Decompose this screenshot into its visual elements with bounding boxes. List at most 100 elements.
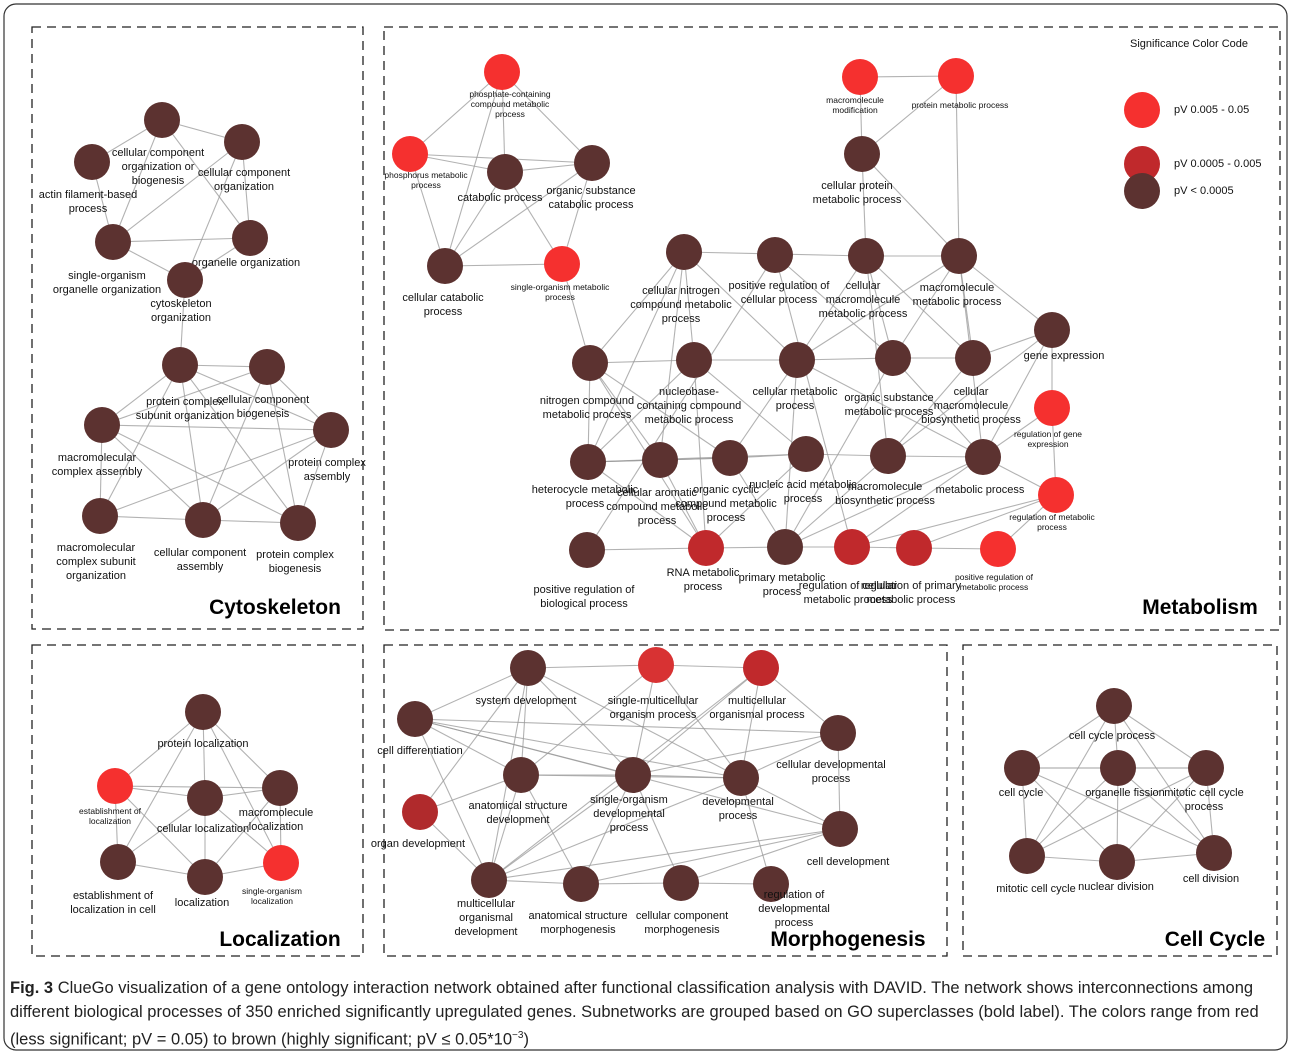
node-label: organic cyclic compound metabolic proces… bbox=[675, 484, 777, 524]
node-label: cellular metabolic process bbox=[752, 386, 838, 412]
edge bbox=[527, 664, 657, 669]
edge bbox=[740, 667, 762, 779]
node-label: regulation of primary metabolic process bbox=[860, 580, 962, 606]
edge bbox=[892, 255, 960, 359]
edge bbox=[101, 366, 268, 426]
node-label: macromolecular complex subunit organizat… bbox=[56, 542, 136, 582]
node bbox=[144, 102, 180, 138]
node bbox=[834, 529, 870, 565]
node bbox=[262, 770, 298, 806]
node-label: organelle organization bbox=[191, 257, 301, 269]
node bbox=[487, 154, 523, 190]
node bbox=[743, 650, 779, 686]
node-label: positive regulation of cellular process bbox=[728, 280, 830, 306]
node bbox=[1196, 835, 1232, 871]
edge bbox=[1026, 705, 1115, 857]
node bbox=[788, 436, 824, 472]
node bbox=[842, 59, 878, 95]
node bbox=[1096, 688, 1132, 724]
edge bbox=[419, 667, 529, 813]
node-label: organelle fission bbox=[1085, 787, 1165, 799]
edge bbox=[887, 357, 974, 457]
node-label: multicellular organismal process bbox=[709, 695, 805, 721]
node bbox=[663, 865, 699, 901]
node-label: cell cycle bbox=[998, 787, 1044, 799]
node bbox=[779, 342, 815, 378]
node-label: cellular nitrogen compound metabolic pro… bbox=[630, 285, 732, 325]
node-label: nucleobase-containing compound metabolic… bbox=[636, 386, 742, 426]
node bbox=[848, 238, 884, 274]
edge bbox=[680, 828, 841, 884]
node-label: cellular component morphogenesis bbox=[635, 910, 729, 936]
caption: Fig. 3 ClueGo visualization of a gene on… bbox=[10, 976, 1280, 1052]
node-label: cell division bbox=[1182, 873, 1240, 885]
node-label: actin filament-based process bbox=[38, 189, 138, 215]
edge bbox=[179, 364, 332, 431]
node-label: mitotic cell cycle bbox=[996, 883, 1076, 895]
node-label: nucleic acid metabolic process bbox=[749, 479, 857, 505]
edge bbox=[112, 141, 243, 243]
edge bbox=[683, 251, 798, 361]
node-label: cellular component organization bbox=[197, 167, 291, 193]
edge bbox=[488, 777, 742, 881]
node bbox=[569, 532, 605, 568]
node-label: nuclear division bbox=[1078, 881, 1154, 893]
edge bbox=[955, 75, 960, 257]
node bbox=[615, 757, 651, 793]
node-label: developmental process bbox=[702, 796, 774, 822]
edge bbox=[784, 357, 894, 548]
edge bbox=[179, 364, 299, 524]
node bbox=[232, 220, 268, 256]
edge bbox=[99, 364, 181, 517]
node-label: primary metabolic process bbox=[738, 572, 826, 598]
node bbox=[185, 694, 221, 730]
node bbox=[224, 124, 260, 160]
node bbox=[74, 144, 110, 180]
node-label: organic substance catabolic process bbox=[546, 185, 636, 211]
node bbox=[563, 866, 599, 902]
edge bbox=[774, 254, 853, 548]
node-label: cellular component organization or bioge… bbox=[111, 147, 205, 187]
node bbox=[941, 238, 977, 274]
caption-superscript: −3 bbox=[512, 1030, 524, 1041]
panel-title: Cytoskeleton bbox=[209, 596, 341, 619]
node bbox=[185, 502, 221, 538]
node bbox=[313, 412, 349, 448]
edge bbox=[586, 547, 707, 551]
node bbox=[95, 224, 131, 260]
edge bbox=[101, 424, 204, 521]
node-label: protein metabolic process bbox=[911, 100, 1009, 110]
edge bbox=[586, 254, 776, 551]
node-label: system development bbox=[475, 695, 577, 707]
edge bbox=[520, 774, 582, 885]
node bbox=[167, 262, 203, 298]
node bbox=[1009, 838, 1045, 874]
edge bbox=[632, 667, 762, 776]
node bbox=[427, 248, 463, 284]
edge bbox=[861, 153, 960, 257]
node bbox=[1004, 750, 1040, 786]
node-label: regulation of metabolic process bbox=[1009, 512, 1095, 532]
node-label: macromolecule localization bbox=[238, 807, 314, 833]
panel-title: Localization bbox=[219, 928, 341, 951]
edge bbox=[632, 732, 839, 776]
node-label: single-organism metabolic process bbox=[510, 282, 610, 302]
node bbox=[767, 529, 803, 565]
node-label: establishment of localization bbox=[79, 806, 141, 826]
edge bbox=[202, 366, 268, 521]
edge bbox=[444, 162, 593, 267]
caption-text: ClueGo visualization of a gene ontology … bbox=[10, 979, 1259, 1049]
node bbox=[574, 145, 610, 181]
node bbox=[844, 136, 880, 172]
node bbox=[642, 442, 678, 478]
node bbox=[875, 340, 911, 376]
node bbox=[402, 794, 438, 830]
node-label: regulation of cellular metabolic process bbox=[798, 580, 898, 606]
node-label: heterocycle metabolic process bbox=[531, 484, 639, 510]
node bbox=[1099, 844, 1135, 880]
edge bbox=[527, 667, 634, 776]
edge bbox=[1116, 767, 1207, 863]
node-label: cellular protein metabolic process bbox=[812, 180, 902, 206]
edge bbox=[414, 718, 839, 734]
node-label: cell differentiation bbox=[377, 745, 463, 757]
